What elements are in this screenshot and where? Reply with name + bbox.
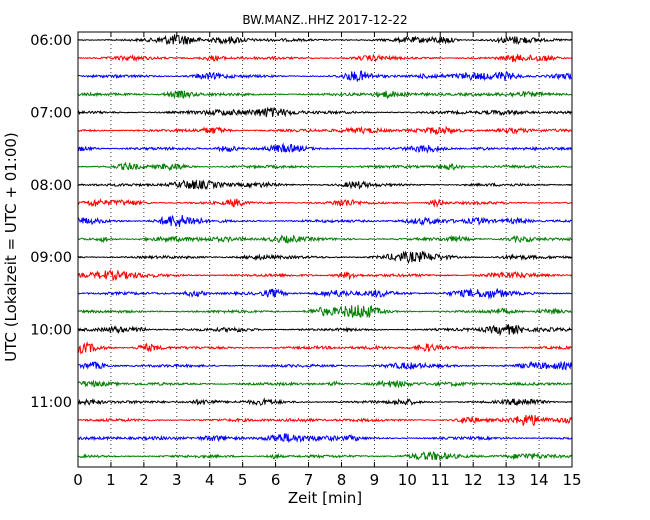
x-axis-label: Zeit [min] (288, 489, 362, 507)
x-tick-label: 5 (238, 471, 248, 489)
trace-0830 (77, 215, 572, 227)
y-axis-label: UTC (Lokalzeit = UTC + 01:00) (2, 132, 20, 362)
trace-1145 (77, 450, 572, 461)
x-tick-label: 4 (205, 471, 215, 489)
trace-0645 (77, 90, 572, 100)
trace-0600 (77, 34, 572, 46)
chart-title: BW.MANZ..HHZ 2017-12-22 (242, 13, 407, 27)
x-axis-ticks: 0 1 2 3 4 5 6 7 8 9 10 11 12 13 14 15 (73, 32, 582, 489)
x-tick-label: 8 (337, 471, 347, 489)
trace-1045 (77, 379, 572, 389)
trace-0815 (77, 197, 572, 208)
trace-0930 (77, 287, 572, 300)
x-tick-label: 9 (370, 471, 380, 489)
trace-0745 (77, 161, 572, 172)
y-tick-label: 08:00 (30, 178, 72, 194)
trace-1100 (77, 397, 572, 407)
x-tick-label: 10 (398, 471, 417, 489)
y-tick-label: 07:00 (30, 105, 72, 121)
x-tick-label: 7 (304, 471, 314, 489)
x-tick-label: 1 (106, 471, 116, 489)
trace-0630 (77, 70, 572, 82)
x-tick-label: 15 (562, 471, 581, 489)
y-axis-ticks: 06:00 07:00 08:00 09:00 10:00 11:00 (30, 33, 572, 411)
trace-0800 (77, 179, 572, 191)
trace-0900 (77, 250, 572, 265)
x-tick-label: 3 (172, 471, 182, 489)
vertical-grid (110, 32, 540, 467)
trace-0915 (77, 269, 572, 282)
x-tick-label: 11 (431, 471, 450, 489)
trace-1030 (77, 360, 572, 371)
trace-0700 (77, 106, 572, 118)
y-tick-label: 06:00 (30, 33, 72, 49)
y-tick-label: 11:00 (30, 395, 72, 411)
trace-0730 (77, 142, 572, 154)
x-tick-label: 6 (271, 471, 281, 489)
trace-1115 (77, 414, 572, 427)
trace-1130 (77, 433, 572, 444)
seismic-traces (77, 34, 572, 461)
x-tick-label: 0 (73, 471, 83, 489)
x-tick-label: 2 (139, 471, 149, 489)
x-tick-label: 12 (464, 471, 483, 489)
y-tick-label: 10:00 (30, 323, 72, 339)
x-tick-label: 14 (530, 471, 549, 489)
trace-0945 (77, 304, 572, 319)
trace-0615 (77, 53, 572, 63)
x-tick-label: 13 (497, 471, 516, 489)
plot-frame (77, 31, 573, 468)
trace-0715 (77, 125, 572, 136)
trace-0845 (77, 234, 572, 244)
trace-1015 (77, 340, 572, 355)
trace-1000 (77, 324, 572, 337)
y-tick-label: 09:00 (30, 250, 72, 266)
